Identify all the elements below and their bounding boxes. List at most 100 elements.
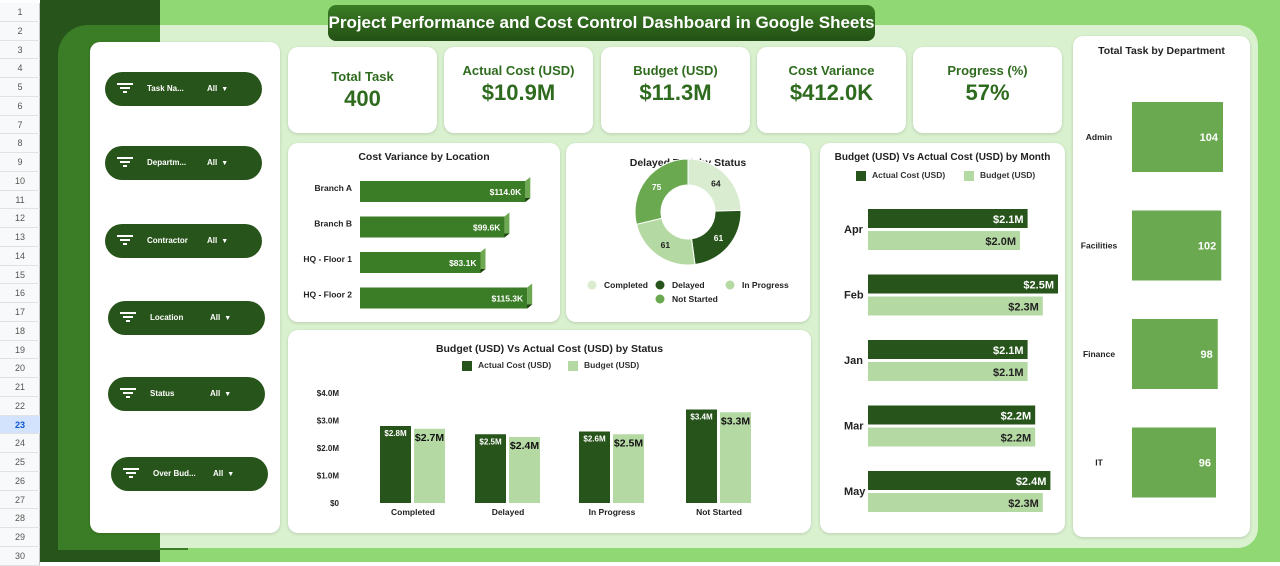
filter-value-dropdown[interactable]: All ▼ [207,84,228,93]
filter-icon [117,157,133,169]
row-number[interactable]: 14 [0,247,40,266]
filter-value-dropdown[interactable]: All ▼ [213,469,234,478]
row-number[interactable]: 3 [0,41,40,60]
bar-actual [380,426,411,503]
data-label: $2.2M [1001,433,1032,445]
legend-label: Completed [604,280,648,290]
data-label: $2.5M [1023,280,1054,292]
data-label: $2.0M [985,236,1016,248]
bar-actual [686,409,717,503]
legend-swatch [964,170,974,181]
y-tick-label: $2.0M [317,444,340,453]
kpi-card: Progress (%) 57% [913,47,1062,133]
kpi-label: Cost Variance [788,63,875,78]
filter-value-dropdown[interactable]: All ▼ [207,236,228,245]
row-number[interactable]: 17 [0,303,40,322]
filter-3[interactable]: Location All ▼ [108,301,265,335]
bar-actual [868,471,1051,490]
row-number[interactable]: 21 [0,378,40,397]
row-number[interactable]: 29 [0,528,40,547]
filter-1[interactable]: Departm... All ▼ [105,146,262,180]
row-number[interactable]: 10 [0,172,40,191]
filter-label: Departm... [147,158,187,167]
location-chart: Branch A $114.0K Branch B $99.6K HQ - Floor … [303,177,533,309]
x-tick-label: Delayed [492,507,525,517]
data-label: $2.1M [993,345,1024,357]
legend-swatch [568,360,578,371]
row-number[interactable]: 18 [0,322,40,341]
row-number[interactable]: 20 [0,359,40,378]
data-label: 96 [1199,458,1211,470]
row-number[interactable]: 1 [0,3,40,22]
category-label: Mar [844,421,864,433]
legend-budget: Budget (USD) [964,170,1035,181]
row-number[interactable]: 5 [0,78,40,97]
row-number[interactable]: 4 [0,59,40,78]
slice-label: 64 [711,178,721,188]
category-label: May [844,486,866,498]
row-number[interactable]: 26 [0,472,40,491]
filter-value-dropdown[interactable]: All ▼ [210,313,231,322]
bar-budget [509,437,540,503]
budget-vs-actual-by-status-card: Budget (USD) Vs Actual Cost (USD) by Sta… [288,330,811,533]
filter-panel [90,42,280,533]
bar-budget [613,434,644,503]
row-number[interactable]: 27 [0,491,40,510]
chart-title: Total Task by Department [1098,45,1225,57]
kpi-value: 400 [344,86,381,111]
row-number[interactable]: 22 [0,397,40,416]
bar-budget [868,362,1028,381]
filter-label: Contractor [147,236,188,245]
row-number[interactable]: 12 [0,209,40,228]
row-number[interactable]: 16 [0,284,40,303]
bar-side [525,177,531,202]
filter-label: Location [150,313,184,322]
bar-actual [868,405,1036,425]
bar [1132,102,1223,172]
filter-0[interactable]: Task Na... All ▼ [105,72,262,106]
filter-5[interactable]: Over Bud... All ▼ [111,457,268,491]
row-number[interactable]: 23 [0,415,40,435]
row-number[interactable]: 7 [0,116,40,135]
category-label: Apr [844,224,864,236]
caret-down-icon: ▼ [221,160,229,167]
filter-value: All [213,469,224,478]
row-number[interactable]: 6 [0,97,40,116]
filter-2[interactable]: Contractor All ▼ [105,224,262,258]
data-label: $2.5M [614,437,643,449]
data-label: 102 [1198,241,1216,253]
legend-budget: Budget (USD) [568,360,639,371]
row-number[interactable]: 24 [0,434,40,453]
row-number[interactable]: 19 [0,341,40,360]
row-number[interactable]: 25 [0,453,40,472]
bar [360,252,481,273]
filter-4[interactable]: Status All ▼ [108,377,265,411]
bar-actual [579,431,610,503]
row-number[interactable]: 13 [0,228,40,247]
row-number[interactable]: 15 [0,266,40,285]
filter-value-dropdown[interactable]: All ▼ [207,158,228,167]
row-number[interactable]: 11 [0,191,40,210]
row-number[interactable]: 28 [0,509,40,528]
legend-label: Actual Cost (USD) [478,360,552,370]
row-number[interactable]: 2 [0,22,40,41]
legend-marker [725,280,735,290]
row-number[interactable]: 8 [0,134,40,153]
delayed-task-by-status-card: Delayed Task by Status 64616175Completed… [566,143,810,322]
data-label: $2.5M [479,437,502,446]
bar-side [480,248,486,273]
caret-down-icon: ▼ [227,471,235,478]
bar-budget [868,296,1043,316]
bar-side [504,212,510,238]
kpi-label: Progress (%) [947,63,1028,78]
data-label: $99.6K [473,223,501,233]
row-number[interactable]: 9 [0,153,40,172]
data-label: $2.1M [993,367,1024,379]
department-chart: Admin 104 Facilities 102 Finance 98 IT 96 [1081,102,1223,498]
caret-down-icon: ▼ [224,391,232,398]
filter-value-dropdown[interactable]: All ▼ [210,389,231,398]
bar [1132,319,1218,389]
row-number[interactable]: 30 [0,547,40,566]
filter-label: Over Bud... [153,469,196,478]
legend-label: Not Started [672,294,718,304]
